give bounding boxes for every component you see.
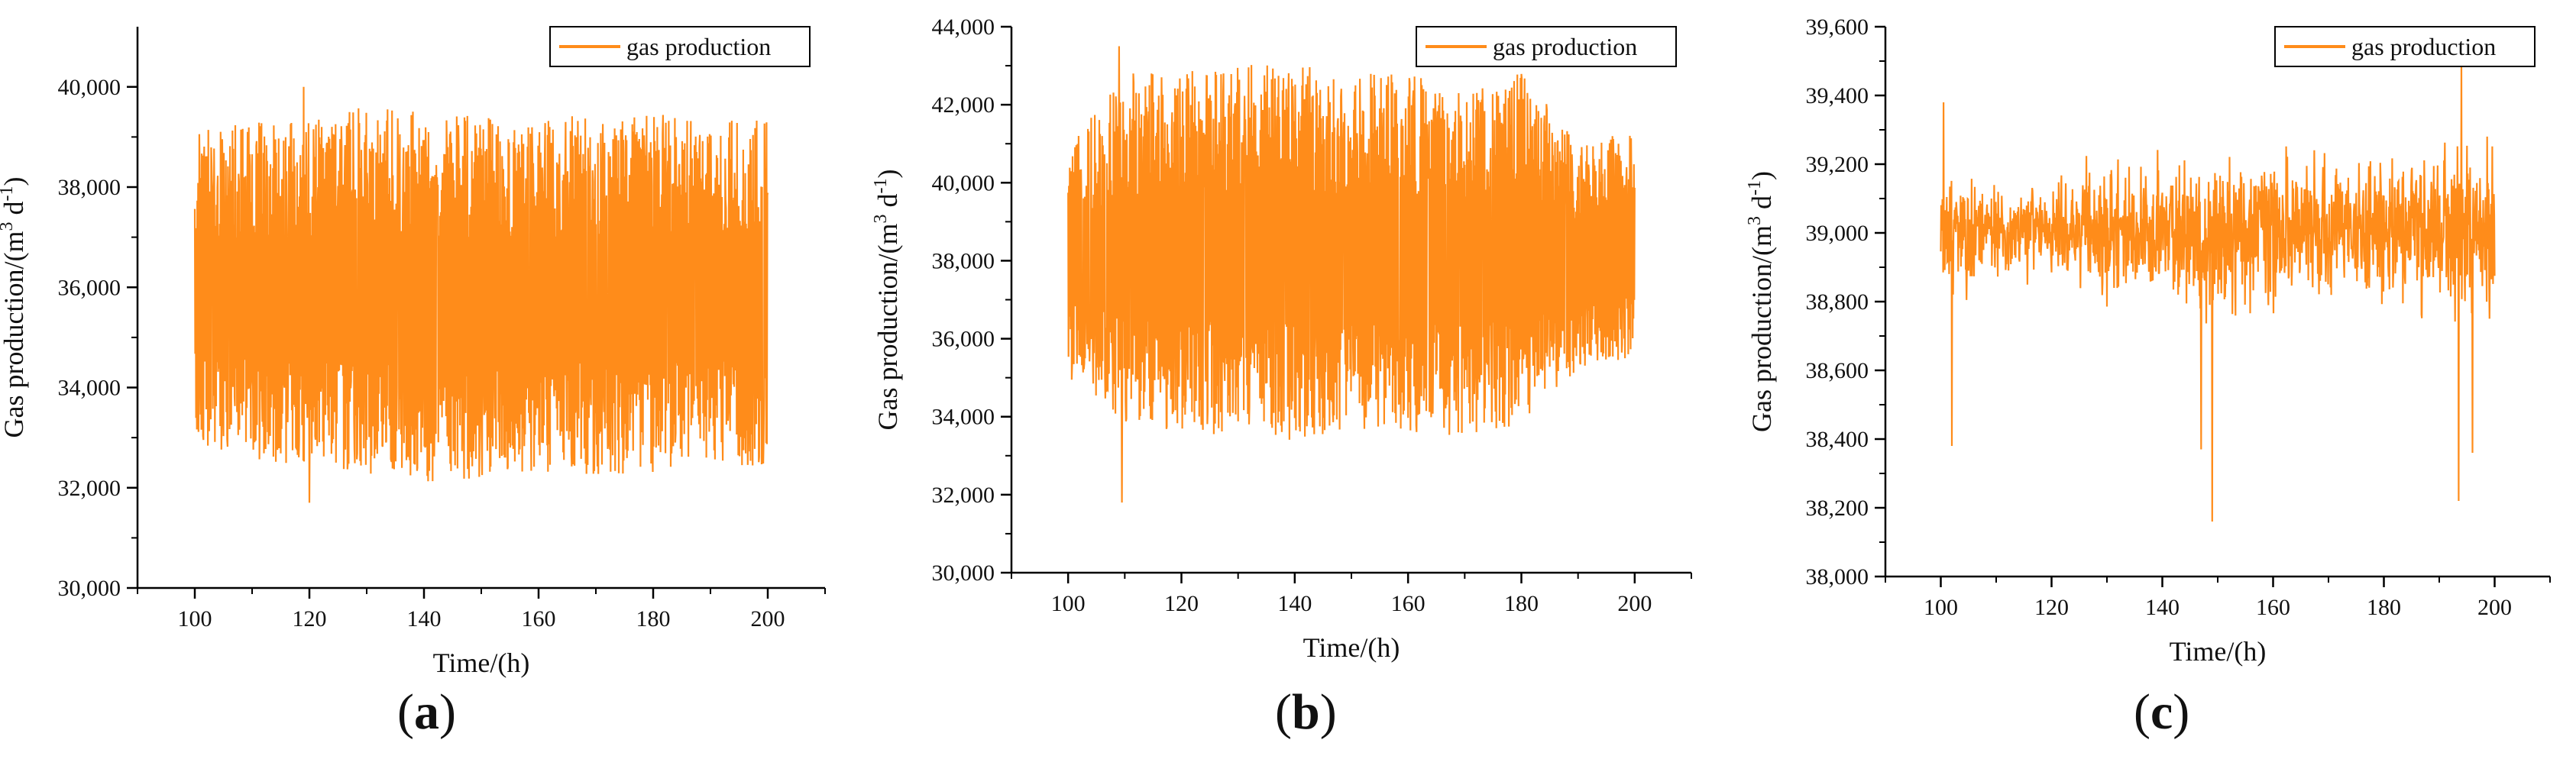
y-tick-label: 44,000	[932, 15, 995, 40]
series-line-gas-production	[1067, 46, 1636, 503]
y-tick-label: 32,000	[932, 483, 995, 508]
chart-svg-a: 30,000 32,000 34,000 36,000 38,000 40,000 100 1…	[0, 26, 826, 678]
legend-label: gas production	[626, 33, 771, 60]
x-tick-label: 180	[636, 606, 671, 631]
panel-label-letter: a	[413, 684, 439, 740]
x-tick-label: 100	[178, 606, 212, 631]
x-tick-label: 200	[2477, 595, 2512, 620]
series-line-gas-production	[1940, 60, 2496, 522]
y-axis-title: Gas production/(m3 d-1)	[1745, 171, 1777, 432]
panel-label-letter: b	[1291, 684, 1320, 740]
y-tick-label: 30,000	[932, 560, 995, 586]
chart-panel-a: 30,000 32,000 34,000 36,000 38,000 40,000 100 1…	[0, 0, 859, 772]
y-tick-label: 30,000	[58, 576, 121, 601]
y-tick-label: 38,800	[1806, 289, 1869, 315]
x-tick-label: 120	[2034, 595, 2069, 620]
y-tick-label: 38,000	[58, 175, 121, 200]
x-axis-title: Time/(h)	[433, 648, 530, 678]
y-tick-label: 39,200	[1806, 152, 1869, 177]
x-tick-label: 200	[751, 606, 785, 631]
panel-label-b: (b)	[1275, 684, 1337, 740]
x-tick-label: 180	[2367, 595, 2401, 620]
y-tick-label: 32,000	[58, 476, 121, 501]
x-tick-label: 160	[522, 606, 556, 631]
y-tick-label: 38,400	[1806, 427, 1869, 452]
y-axis-title: Gas production/(m3 d-1)	[0, 177, 29, 438]
x-axis-title: Time/(h)	[1303, 632, 1400, 663]
y-tick-label: 38,000	[1806, 564, 1869, 589]
legend: gas production	[549, 26, 811, 67]
y-tick-label: 38,600	[1806, 358, 1869, 383]
y-tick-label: 42,000	[932, 92, 995, 118]
series-line-gas-production	[193, 86, 769, 503]
x-tick-label: 140	[2145, 595, 2180, 620]
x-tick-label: 160	[2256, 595, 2290, 620]
y-tick-label: 34,000	[932, 405, 995, 430]
legend-label: gas production	[2351, 33, 2496, 60]
chart-panel-c: 38,000 38,200 38,400 38,600 38,800 39,000 39,2…	[1717, 0, 2576, 772]
panel-label-a: (a)	[397, 684, 456, 740]
x-tick-label: 140	[1277, 591, 1312, 616]
panel-label-letter: c	[2150, 684, 2173, 740]
chart-svg-b: 30,000 32,000 34,000 36,000 38,000 40,000 42,0…	[871, 15, 1692, 663]
x-tick-label: 160	[1391, 591, 1426, 616]
y-tick-label: 40,000	[58, 75, 121, 100]
x-tick-label: 100	[1924, 595, 1958, 620]
y-tick-label: 38,000	[932, 248, 995, 273]
x-tick-label: 200	[1617, 591, 1652, 616]
chart-svg-c: 38,000 38,200 38,400 38,600 38,800 39,000 39,2…	[1745, 15, 2551, 667]
panel-label-c: (c)	[2134, 684, 2190, 740]
x-axis-title: Time/(h)	[2170, 636, 2267, 667]
y-axis-title: Gas production/(m3 d-1)	[871, 170, 903, 431]
y-tick-label: 39,600	[1806, 15, 1869, 40]
y-tick-label: 36,000	[58, 275, 121, 300]
x-tick-label: 120	[293, 606, 327, 631]
y-tick-label: 34,000	[58, 376, 121, 401]
x-tick-label: 100	[1051, 591, 1086, 616]
y-tick-label: 39,000	[1806, 221, 1869, 246]
chart-panel-b: 30,000 32,000 34,000 36,000 38,000 40,000 42,0…	[859, 0, 1717, 772]
legend-label: gas production	[1493, 33, 1637, 60]
x-tick-label: 180	[1504, 591, 1539, 616]
x-tick-label: 140	[407, 606, 442, 631]
legend: gas production	[2274, 26, 2536, 67]
legend: gas production	[1416, 26, 1677, 67]
y-tick-label: 40,000	[932, 170, 995, 195]
y-tick-label: 38,200	[1806, 496, 1869, 521]
x-tick-label: 120	[1164, 591, 1199, 616]
y-tick-label: 36,000	[932, 327, 995, 352]
y-tick-label: 39,400	[1806, 83, 1869, 108]
